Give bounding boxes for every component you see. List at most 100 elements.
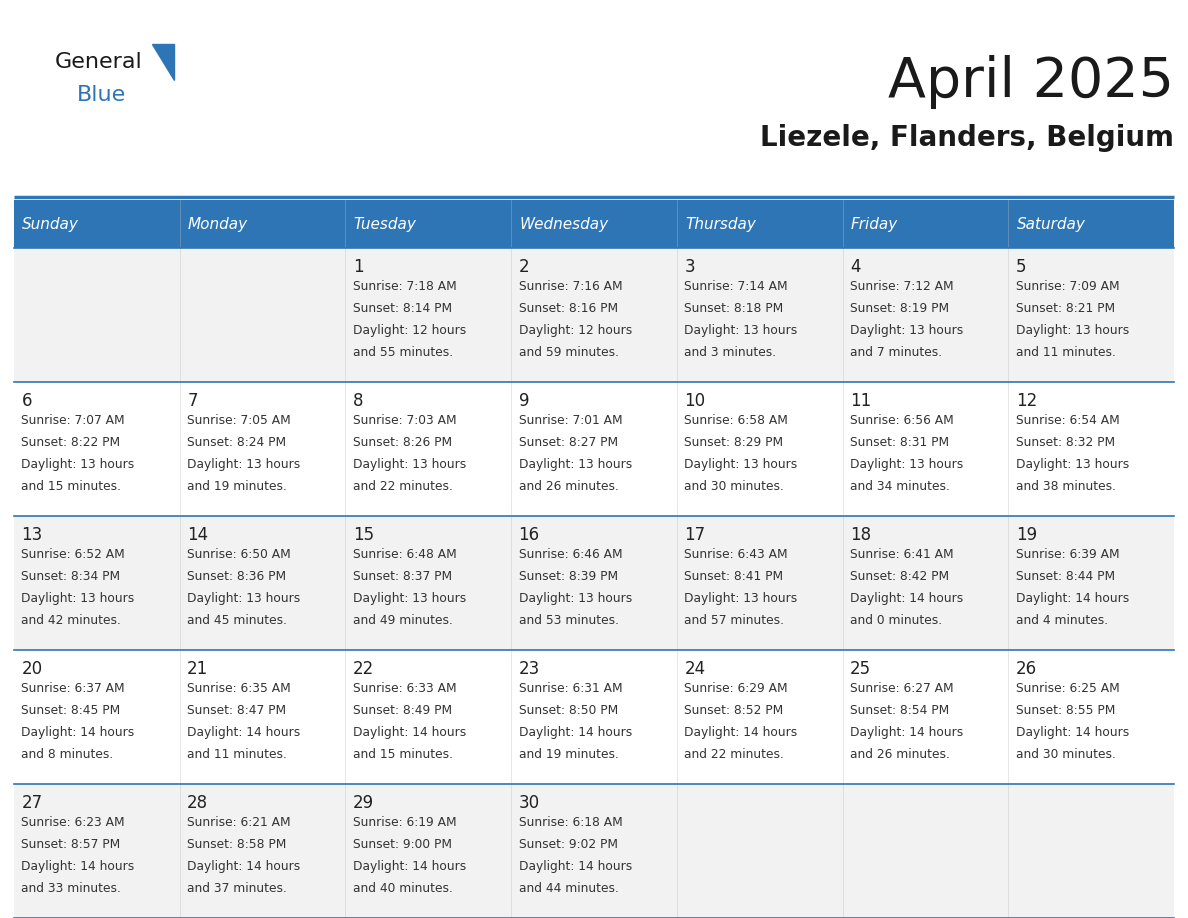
Text: Sunset: 8:37 PM: Sunset: 8:37 PM <box>353 570 451 583</box>
Bar <box>346 200 511 248</box>
Text: 1: 1 <box>353 258 364 276</box>
Text: Sunrise: 6:29 AM: Sunrise: 6:29 AM <box>684 682 788 695</box>
Text: 11: 11 <box>851 392 871 410</box>
Text: Sunrise: 6:35 AM: Sunrise: 6:35 AM <box>188 682 291 695</box>
Text: and 22 minutes.: and 22 minutes. <box>353 480 453 493</box>
Text: Sunset: 8:14 PM: Sunset: 8:14 PM <box>353 302 451 315</box>
Text: 12: 12 <box>1016 392 1037 410</box>
Text: and 19 minutes.: and 19 minutes. <box>188 480 287 493</box>
Text: Daylight: 13 hours: Daylight: 13 hours <box>188 458 301 471</box>
Text: and 38 minutes.: and 38 minutes. <box>1016 480 1116 493</box>
Text: 21: 21 <box>188 660 208 678</box>
Text: Sunrise: 7:18 AM: Sunrise: 7:18 AM <box>353 280 456 293</box>
Text: 14: 14 <box>188 526 208 544</box>
Text: Daylight: 12 hours: Daylight: 12 hours <box>519 324 632 337</box>
Text: Sunrise: 7:09 AM: Sunrise: 7:09 AM <box>1016 280 1119 293</box>
Text: 10: 10 <box>684 392 706 410</box>
Text: and 42 minutes.: and 42 minutes. <box>21 614 121 627</box>
Text: Sunrise: 7:16 AM: Sunrise: 7:16 AM <box>519 280 623 293</box>
Text: 19: 19 <box>1016 526 1037 544</box>
Text: Daylight: 14 hours: Daylight: 14 hours <box>188 860 301 873</box>
Text: Sunrise: 6:27 AM: Sunrise: 6:27 AM <box>851 682 954 695</box>
Text: Sunset: 8:58 PM: Sunset: 8:58 PM <box>188 838 286 851</box>
Text: Sunset: 8:52 PM: Sunset: 8:52 PM <box>684 704 784 717</box>
Text: Sunrise: 6:31 AM: Sunrise: 6:31 AM <box>519 682 623 695</box>
Text: 7: 7 <box>188 392 197 410</box>
Text: Saturday: Saturday <box>1017 217 1086 231</box>
Text: Daylight: 14 hours: Daylight: 14 hours <box>21 860 134 873</box>
Text: Sunset: 8:29 PM: Sunset: 8:29 PM <box>684 436 783 449</box>
Text: Daylight: 13 hours: Daylight: 13 hours <box>21 458 134 471</box>
Text: and 34 minutes.: and 34 minutes. <box>851 480 950 493</box>
Polygon shape <box>152 44 173 80</box>
Text: Sunrise: 6:25 AM: Sunrise: 6:25 AM <box>1016 682 1119 695</box>
Text: and 53 minutes.: and 53 minutes. <box>519 614 619 627</box>
Text: 6: 6 <box>21 392 32 410</box>
Text: and 4 minutes.: and 4 minutes. <box>1016 614 1108 627</box>
Text: and 15 minutes.: and 15 minutes. <box>353 748 453 761</box>
Text: Sunset: 8:24 PM: Sunset: 8:24 PM <box>188 436 286 449</box>
Text: Sunset: 8:18 PM: Sunset: 8:18 PM <box>684 302 784 315</box>
Text: and 30 minutes.: and 30 minutes. <box>684 480 784 493</box>
Bar <box>14 650 1174 784</box>
Text: Sunset: 8:44 PM: Sunset: 8:44 PM <box>1016 570 1114 583</box>
Text: 5: 5 <box>1016 258 1026 276</box>
Text: and 11 minutes.: and 11 minutes. <box>1016 346 1116 359</box>
Text: Daylight: 14 hours: Daylight: 14 hours <box>519 860 632 873</box>
Bar <box>14 248 1174 382</box>
Text: Sunrise: 6:39 AM: Sunrise: 6:39 AM <box>1016 548 1119 561</box>
Text: Sunrise: 6:43 AM: Sunrise: 6:43 AM <box>684 548 788 561</box>
Text: Sunset: 8:54 PM: Sunset: 8:54 PM <box>851 704 949 717</box>
Text: Sunset: 8:27 PM: Sunset: 8:27 PM <box>519 436 618 449</box>
Bar <box>677 200 842 248</box>
Text: and 55 minutes.: and 55 minutes. <box>353 346 453 359</box>
Text: Daylight: 13 hours: Daylight: 13 hours <box>353 592 466 605</box>
Text: and 33 minutes.: and 33 minutes. <box>21 882 121 895</box>
Text: Sunset: 9:02 PM: Sunset: 9:02 PM <box>519 838 618 851</box>
Text: and 40 minutes.: and 40 minutes. <box>353 882 453 895</box>
Text: Sunrise: 7:14 AM: Sunrise: 7:14 AM <box>684 280 788 293</box>
Text: Sunset: 8:50 PM: Sunset: 8:50 PM <box>519 704 618 717</box>
Text: Sunset: 8:22 PM: Sunset: 8:22 PM <box>21 436 121 449</box>
Text: Sunset: 8:39 PM: Sunset: 8:39 PM <box>519 570 618 583</box>
Text: 13: 13 <box>21 526 43 544</box>
Text: Sunset: 8:41 PM: Sunset: 8:41 PM <box>684 570 783 583</box>
Text: Sunrise: 6:33 AM: Sunrise: 6:33 AM <box>353 682 456 695</box>
Text: Daylight: 12 hours: Daylight: 12 hours <box>353 324 466 337</box>
Text: Daylight: 13 hours: Daylight: 13 hours <box>188 592 301 605</box>
Text: and 44 minutes.: and 44 minutes. <box>519 882 619 895</box>
Text: Daylight: 13 hours: Daylight: 13 hours <box>519 592 632 605</box>
Text: Sunset: 8:31 PM: Sunset: 8:31 PM <box>851 436 949 449</box>
Text: Monday: Monday <box>188 217 248 231</box>
Text: Tuesday: Tuesday <box>354 217 417 231</box>
Text: Sunset: 8:42 PM: Sunset: 8:42 PM <box>851 570 949 583</box>
Bar <box>511 200 677 248</box>
Text: and 7 minutes.: and 7 minutes. <box>851 346 942 359</box>
Text: 9: 9 <box>519 392 529 410</box>
Text: Daylight: 14 hours: Daylight: 14 hours <box>1016 592 1129 605</box>
Text: Sunrise: 6:58 AM: Sunrise: 6:58 AM <box>684 414 788 427</box>
Text: Sunrise: 6:37 AM: Sunrise: 6:37 AM <box>21 682 125 695</box>
Text: 28: 28 <box>188 794 208 812</box>
Text: Daylight: 13 hours: Daylight: 13 hours <box>684 458 797 471</box>
Text: Daylight: 13 hours: Daylight: 13 hours <box>684 324 797 337</box>
Bar <box>14 784 1174 918</box>
Text: Sunrise: 7:01 AM: Sunrise: 7:01 AM <box>519 414 623 427</box>
Text: Daylight: 14 hours: Daylight: 14 hours <box>353 726 466 739</box>
Text: Daylight: 13 hours: Daylight: 13 hours <box>1016 458 1129 471</box>
Text: Liezele, Flanders, Belgium: Liezele, Flanders, Belgium <box>760 124 1174 152</box>
Text: 3: 3 <box>684 258 695 276</box>
Text: Sunset: 9:00 PM: Sunset: 9:00 PM <box>353 838 451 851</box>
Text: 22: 22 <box>353 660 374 678</box>
Text: and 22 minutes.: and 22 minutes. <box>684 748 784 761</box>
Text: Daylight: 14 hours: Daylight: 14 hours <box>21 726 134 739</box>
Text: and 37 minutes.: and 37 minutes. <box>188 882 287 895</box>
Text: April 2025: April 2025 <box>887 55 1174 109</box>
Text: Sunrise: 6:46 AM: Sunrise: 6:46 AM <box>519 548 623 561</box>
Text: Sunset: 8:34 PM: Sunset: 8:34 PM <box>21 570 121 583</box>
Text: Daylight: 14 hours: Daylight: 14 hours <box>1016 726 1129 739</box>
Text: 25: 25 <box>851 660 871 678</box>
Text: and 26 minutes.: and 26 minutes. <box>519 480 619 493</box>
Text: Sunset: 8:36 PM: Sunset: 8:36 PM <box>188 570 286 583</box>
Text: 30: 30 <box>519 794 539 812</box>
